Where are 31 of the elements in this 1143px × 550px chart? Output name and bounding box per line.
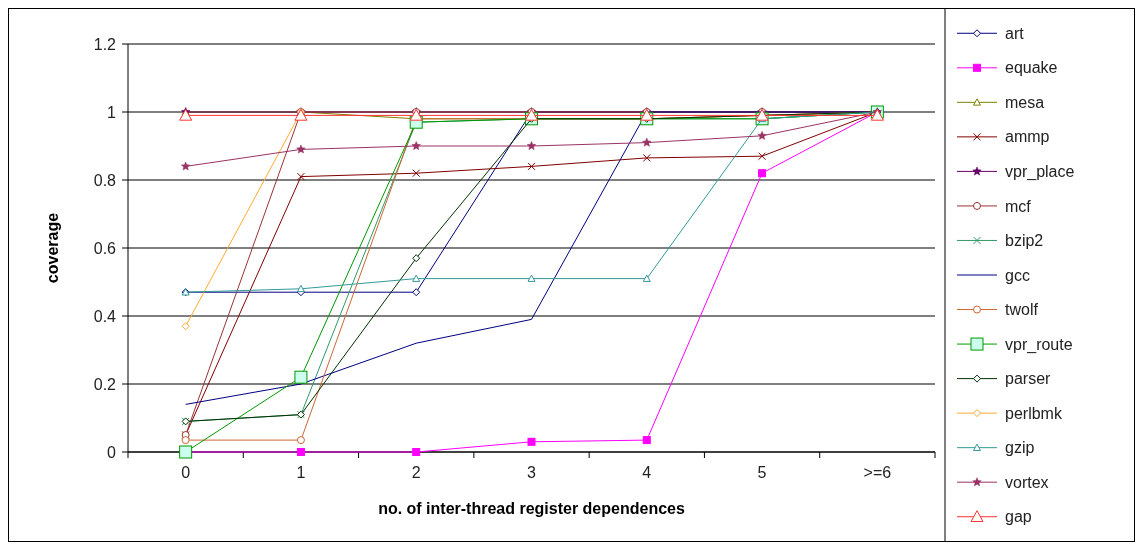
legend-label: vpr_route — [1005, 335, 1073, 354]
y-tick-label: 0.6 — [93, 239, 117, 257]
legend-label: vortex — [1005, 473, 1049, 491]
legend-label: bzip2 — [1005, 232, 1044, 250]
y-tick-label: 0.2 — [93, 375, 117, 393]
y-tick-label: 1.2 — [93, 35, 117, 53]
y-tick-label: 0.4 — [93, 307, 117, 325]
x-tick-label: 3 — [527, 464, 537, 481]
x-axis-title: no. of inter-thread register dependences — [378, 500, 685, 517]
x-tick-label: 4 — [642, 464, 652, 481]
legend-label: gzip — [1005, 439, 1035, 457]
legend-label: parser — [1005, 370, 1052, 388]
x-tick-label: 1 — [296, 464, 306, 481]
legend-label: mcf — [1005, 197, 1032, 215]
legend-label: perlbmk — [1005, 404, 1063, 422]
legend-label: mesa — [1005, 93, 1045, 111]
y-tick-label: 0 — [107, 443, 117, 461]
y-axis-title: coverage — [44, 212, 61, 284]
x-tick-label: >=6 — [863, 464, 892, 481]
x-tick-label: 2 — [411, 464, 421, 481]
x-tick-label: 5 — [757, 464, 767, 481]
legend-label: vpr_place — [1005, 163, 1075, 181]
legend-label: ammp — [1005, 128, 1050, 146]
y-tick-label: 0.8 — [93, 171, 117, 189]
legend-label: twolf — [1005, 301, 1039, 319]
y-tick-label: 1 — [107, 103, 117, 121]
legend-label: art — [1005, 24, 1025, 42]
legend-label: gap — [1005, 508, 1032, 526]
legend-label: gcc — [1005, 266, 1030, 284]
legend-label: equake — [1005, 59, 1058, 77]
x-tick-label: 0 — [181, 464, 191, 481]
